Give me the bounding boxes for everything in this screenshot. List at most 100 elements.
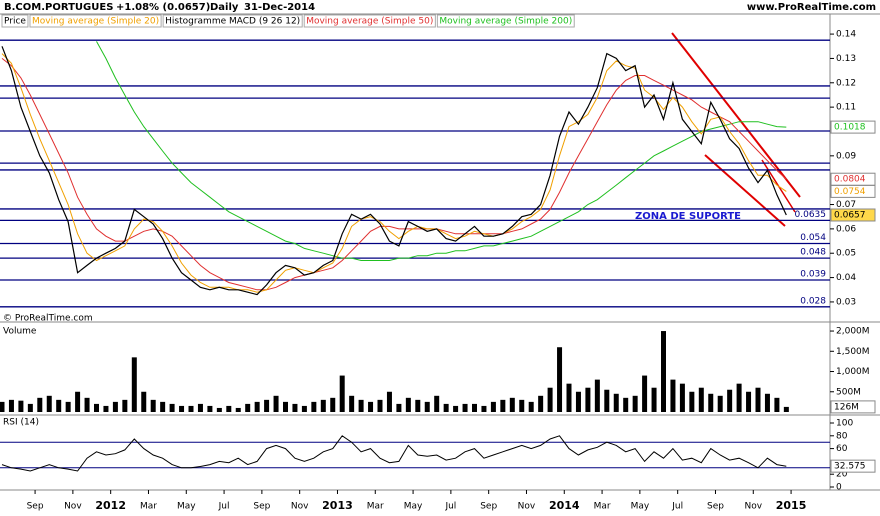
- bar: [301, 405, 307, 412]
- bar: [651, 387, 657, 412]
- legend-entry: Moving average (Simple 20): [32, 17, 159, 27]
- site: www.ProRealTime.com: [747, 2, 876, 13]
- x-tick-label: Nov: [744, 502, 762, 512]
- bar: [585, 387, 591, 412]
- y-tick-label: 0.06: [836, 224, 856, 234]
- x-tick-label: Nov: [518, 502, 536, 512]
- bar: [679, 383, 685, 412]
- bar: [415, 399, 421, 412]
- y-tick-label: 2,000M: [836, 327, 870, 337]
- bar: [65, 401, 71, 412]
- bar: [566, 383, 572, 412]
- value-box: [830, 459, 876, 473]
- legend-entry: Histogramme MACD (9 26 12): [165, 17, 300, 27]
- bar: [197, 403, 203, 412]
- y-tick-label: 0.13: [836, 54, 856, 64]
- bar: [424, 401, 430, 412]
- bar: [122, 399, 128, 412]
- bar: [698, 387, 704, 412]
- bar: [746, 391, 752, 412]
- bar: [216, 407, 222, 412]
- bar: [46, 395, 52, 412]
- bar: [405, 397, 411, 412]
- x-tick-label: 2013: [322, 499, 353, 512]
- legend-entry: Moving average (Simple 50): [306, 17, 433, 27]
- y-tick-label: 20: [836, 470, 848, 480]
- bar: [283, 401, 288, 412]
- x-tick-label: Sep: [707, 502, 724, 512]
- bar: [623, 397, 629, 412]
- bar: [604, 389, 610, 412]
- bar: [575, 391, 581, 412]
- bar: [661, 331, 666, 412]
- bar: [670, 379, 676, 412]
- bar: [377, 399, 383, 412]
- bar: [141, 391, 147, 412]
- x-tick-label: 2014: [549, 499, 580, 512]
- legend-box: [436, 14, 575, 28]
- x-tick-label: 2015: [776, 499, 807, 512]
- panel-title: RSI (14): [3, 418, 39, 428]
- bar: [131, 357, 137, 412]
- bar: [349, 395, 355, 412]
- y-tick-label: 0.12: [836, 78, 856, 88]
- bar: [56, 399, 62, 412]
- y-tick-label: 100: [836, 419, 853, 429]
- bar: [764, 393, 770, 412]
- bar: [386, 391, 392, 412]
- legend-entry: Price: [4, 17, 26, 27]
- legend-box: [162, 14, 303, 28]
- y-tick-label: 60: [836, 444, 848, 454]
- y-tick-label: 0.04: [836, 273, 856, 283]
- date: 31-Dec-2014: [244, 2, 315, 13]
- x-tick-label: Sep: [27, 502, 44, 512]
- x-tick-label: Nov: [291, 502, 309, 512]
- bar: [8, 399, 14, 412]
- x-tick-label: Jul: [671, 502, 683, 512]
- value-box: [830, 208, 876, 222]
- bar: [481, 405, 487, 412]
- data-line: [96, 41, 787, 261]
- bar: [311, 401, 317, 412]
- level-label: 0.048: [800, 248, 826, 258]
- trend-line: [704, 154, 786, 227]
- y-tick-label: 0.03: [836, 297, 856, 307]
- bar: [358, 399, 364, 412]
- panel-title: Volume: [3, 327, 37, 337]
- y-tick-label: 0.11: [836, 103, 856, 113]
- bar: [264, 399, 270, 412]
- bar: [160, 401, 166, 412]
- y-tick-label: 1,500M: [836, 347, 870, 357]
- bar: [642, 375, 648, 412]
- bar: [557, 347, 563, 412]
- bar: [519, 399, 525, 412]
- bar: [462, 403, 468, 412]
- bar: [94, 403, 99, 412]
- bar: [179, 405, 185, 412]
- bar: [207, 405, 213, 412]
- bar: [434, 395, 440, 412]
- bar: [150, 399, 156, 412]
- bar: [717, 395, 723, 412]
- bar: [292, 403, 298, 412]
- x-tick-label: Jul: [218, 502, 230, 512]
- x-tick-label: Mar: [367, 502, 384, 512]
- value-box: [830, 172, 876, 186]
- level-label: 0.028: [800, 296, 826, 306]
- level-label: 0.0635: [795, 210, 827, 220]
- x-tick-label: May: [177, 502, 196, 512]
- level-label: 0.054: [800, 233, 826, 243]
- bar: [75, 391, 81, 412]
- bar: [538, 395, 544, 412]
- x-tick-label: Nov: [64, 502, 82, 512]
- x-tick-label: Sep: [253, 502, 270, 512]
- bar: [188, 405, 194, 412]
- bar: [528, 401, 534, 412]
- x-tick-label: 2012: [95, 499, 126, 512]
- bar: [689, 391, 695, 412]
- bar: [245, 403, 251, 412]
- annotation: ZONA DE SUPORTE: [635, 211, 741, 222]
- bar: [736, 383, 742, 412]
